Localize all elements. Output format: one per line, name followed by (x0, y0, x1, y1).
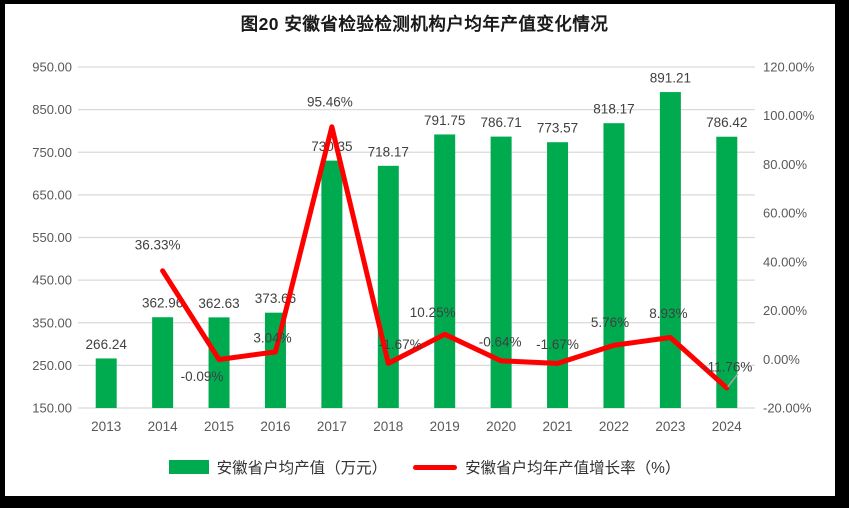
bar-2014 (152, 317, 174, 408)
bar-label-2015: 362.63 (198, 296, 239, 311)
line-series-swatch-icon (413, 464, 458, 470)
line-label-2017: 95.46% (307, 94, 353, 109)
bar-label-2024: 786.42 (706, 115, 747, 130)
x-axis-label-2023: 2023 (655, 419, 685, 434)
x-axis-label-2015: 2015 (204, 419, 234, 434)
bar-2022 (603, 123, 625, 408)
legend-label-bar-series: 安徽省户均产值（万元） (216, 460, 388, 477)
chart-legend: 安徽省户均产值（万元） 安徽省户均年产值增长率（%） (0, 456, 849, 478)
bar-2019 (434, 134, 456, 409)
right-axis-tick: 60.00% (763, 206, 808, 221)
x-axis-label-2020: 2020 (486, 419, 516, 434)
x-axis-label-2016: 2016 (260, 419, 290, 434)
line-label-2022: 5.76% (591, 315, 629, 330)
chart-title: 图20 安徽省检验检测机构户均年产值变化情况 (240, 14, 609, 34)
bar-label-2021: 773.57 (537, 121, 578, 136)
x-axis-label-2024: 2024 (712, 419, 743, 434)
growth-rate-line (160, 124, 730, 391)
line-label-2021: -1.67% (536, 337, 579, 352)
bar-label-2013: 266.24 (86, 337, 128, 352)
bar-label-2022: 818.17 (593, 102, 634, 117)
right-axis-tick: 80.00% (763, 157, 808, 172)
x-axis-label-2014: 2014 (148, 419, 179, 434)
bar-2018 (377, 165, 399, 408)
x-axis-label-2021: 2021 (543, 419, 573, 434)
left-axis-tick: 750.00 (32, 145, 72, 160)
line-label-2023: 8.93% (649, 306, 687, 321)
legend-label-line-series: 安徽省户均年产值增长率（%） (465, 460, 681, 477)
bar-2017 (321, 160, 343, 408)
left-axis-tick: 450.00 (32, 273, 72, 288)
legend-item-line-series: 安徽省户均年产值增长率（%） (413, 456, 680, 478)
label-leader-line (727, 373, 739, 388)
left-axis-tick: 250.00 (32, 358, 72, 373)
bar-label-2019: 791.75 (424, 113, 465, 128)
bar-2015 (208, 317, 230, 408)
bar-label-2023: 891.21 (650, 71, 691, 86)
bar-series-swatch-icon (168, 460, 209, 474)
line-label-2014: 36.33% (135, 237, 181, 252)
right-axis-tick: -20.00% (763, 401, 812, 416)
right-axis-tick: 40.00% (763, 254, 808, 269)
left-axis-tick: 150.00 (32, 401, 72, 416)
x-axis-label-2013: 2013 (91, 419, 121, 434)
bar-label-2017: 730.35 (311, 139, 352, 154)
bar-2020 (490, 136, 512, 408)
bar-label-2020: 786.71 (480, 115, 521, 130)
bar-label-2018: 718.17 (368, 144, 409, 159)
bar-2021 (547, 142, 569, 408)
right-axis-tick: 120.00% (763, 60, 815, 75)
x-axis-label-2018: 2018 (373, 419, 403, 434)
left-axis-tick: 550.00 (32, 230, 72, 245)
right-axis-tick: 20.00% (763, 303, 808, 318)
line-label-2016: 3.04% (253, 330, 291, 345)
legend-item-bar-series: 安徽省户均产值（万元） (168, 456, 388, 478)
left-axis-tick: 650.00 (32, 187, 72, 202)
bar-2023 (659, 92, 681, 408)
left-axis-tick: 950.00 (32, 60, 72, 75)
bar-2013 (95, 358, 117, 408)
line-label-2018: -1.67% (379, 337, 422, 352)
x-axis-label-2022: 2022 (599, 419, 629, 434)
line-label-2020: -0.64% (479, 334, 522, 349)
left-axis-tick: 350.00 (32, 315, 72, 330)
right-axis-tick: 100.00% (763, 108, 815, 123)
x-axis-label-2017: 2017 (317, 419, 347, 434)
left-axis-tick: 850.00 (32, 102, 72, 117)
line-label-2015: -0.09% (181, 369, 224, 384)
x-axis-label-2019: 2019 (430, 419, 460, 434)
bar-2024 (716, 136, 738, 409)
right-axis-tick: 0.00% (763, 352, 800, 367)
line-label-2019: 10.25% (410, 305, 456, 320)
bar-label-2014: 362.96 (142, 296, 183, 311)
line-label-2024: -11.76% (703, 359, 752, 374)
